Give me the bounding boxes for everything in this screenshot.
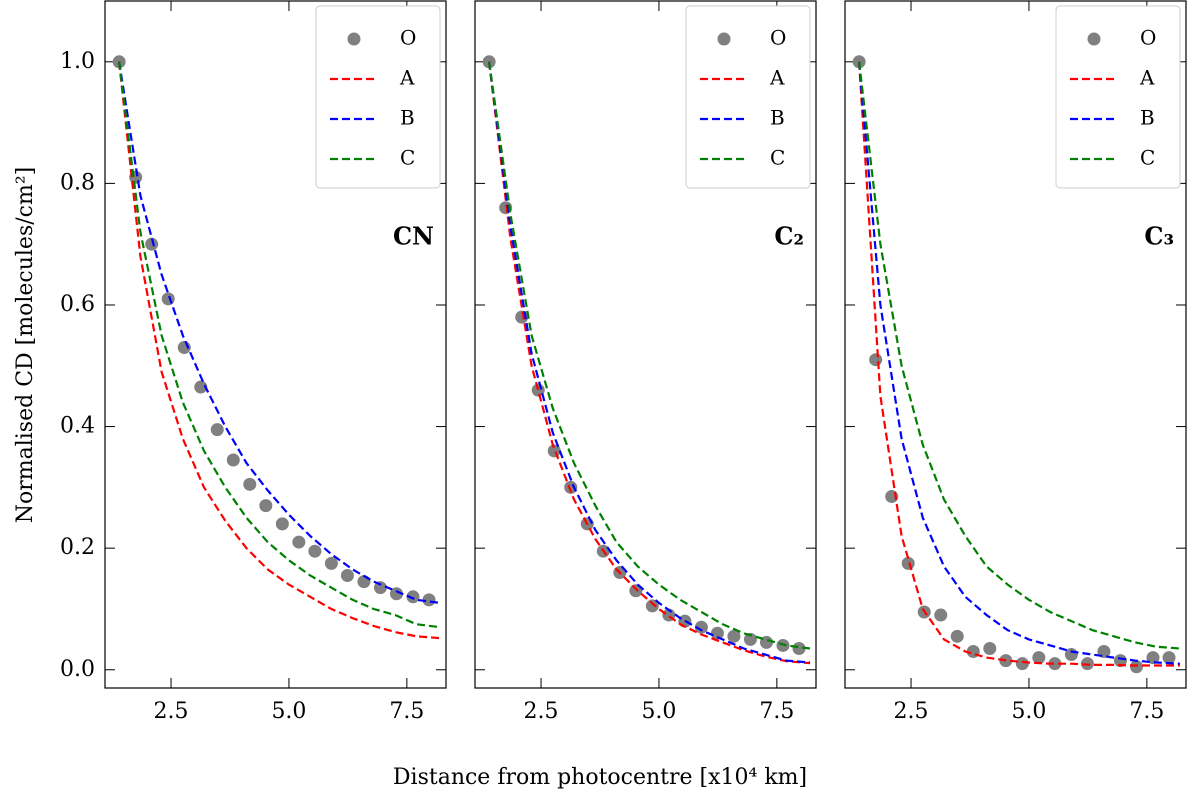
x-tick-label: 2.5 bbox=[894, 699, 929, 724]
data-point bbox=[340, 569, 354, 583]
data-point bbox=[983, 641, 997, 655]
x-tick-label: 7.5 bbox=[759, 699, 794, 724]
data-point bbox=[194, 380, 208, 394]
y-tick-label: 0.6 bbox=[60, 292, 95, 317]
y-tick-label: 0.0 bbox=[60, 657, 95, 682]
model-curve bbox=[488, 61, 811, 650]
x-tick-label: 2.5 bbox=[154, 699, 189, 724]
data-point bbox=[422, 593, 436, 607]
plot-frame bbox=[474, 0, 817, 689]
data-point bbox=[275, 517, 289, 531]
y-tick-label: 0.8 bbox=[60, 170, 95, 195]
data-point bbox=[694, 620, 708, 634]
x-tick-label: 2.5 bbox=[524, 699, 559, 724]
data-point bbox=[1032, 651, 1046, 665]
legend-label: C bbox=[400, 146, 415, 170]
plot-frame bbox=[844, 0, 1187, 689]
legend-label: O bbox=[400, 26, 416, 50]
data-point bbox=[259, 499, 273, 513]
model-curve bbox=[858, 61, 1180, 665]
legend-box bbox=[1055, 5, 1181, 189]
data-point bbox=[743, 632, 757, 646]
model-curve bbox=[488, 61, 810, 664]
data-point bbox=[934, 608, 948, 622]
data-point bbox=[727, 629, 741, 643]
data-point bbox=[645, 599, 659, 613]
data-point bbox=[226, 453, 240, 467]
data-point bbox=[792, 641, 806, 655]
data-point bbox=[1162, 651, 1176, 665]
legend-box bbox=[685, 5, 811, 189]
data-point bbox=[292, 535, 306, 549]
data-point bbox=[1113, 654, 1127, 668]
model-curve bbox=[118, 61, 441, 604]
data-point bbox=[308, 544, 322, 558]
legend-label: C bbox=[770, 146, 785, 170]
data-point bbox=[210, 423, 224, 437]
data-point bbox=[629, 584, 643, 598]
legend-label: A bbox=[769, 66, 785, 90]
legend-marker bbox=[1087, 32, 1101, 46]
model-curve bbox=[118, 61, 440, 640]
data-point bbox=[1064, 648, 1078, 662]
legend-label: B bbox=[400, 106, 415, 130]
x-tick-label: 5.0 bbox=[1011, 699, 1046, 724]
data-point bbox=[161, 292, 175, 306]
x-tick-label: 5.0 bbox=[641, 699, 676, 724]
data-point bbox=[869, 353, 883, 367]
panel-label: CN bbox=[393, 222, 434, 251]
panel-label: C₂ bbox=[774, 222, 804, 251]
model-curve bbox=[858, 61, 1180, 650]
model-curve bbox=[118, 61, 441, 629]
y-axis-label: Normalised CD [molecules/cm²] bbox=[13, 167, 38, 524]
plot-frame bbox=[104, 0, 447, 689]
data-point bbox=[901, 556, 915, 570]
legend-label: O bbox=[1140, 26, 1156, 50]
data-point bbox=[389, 587, 403, 601]
y-tick-label: 1.0 bbox=[60, 49, 95, 74]
data-point bbox=[1129, 660, 1143, 674]
data-point bbox=[406, 590, 420, 604]
x-tick-label: 7.5 bbox=[1129, 699, 1164, 724]
data-point bbox=[145, 237, 159, 251]
legend-label: A bbox=[1139, 66, 1155, 90]
panel-label: C₃ bbox=[1144, 222, 1174, 251]
legend-label: C bbox=[1140, 146, 1155, 170]
y-tick-label: 0.4 bbox=[60, 414, 95, 439]
legend-label: B bbox=[1140, 106, 1155, 130]
data-point bbox=[243, 477, 257, 491]
data-point bbox=[1048, 657, 1062, 671]
data-point bbox=[373, 581, 387, 595]
legend-label: O bbox=[770, 26, 786, 50]
legend-label: B bbox=[770, 106, 785, 130]
x-tick-label: 5.0 bbox=[271, 699, 306, 724]
legend-marker bbox=[347, 32, 361, 46]
data-point bbox=[1015, 657, 1029, 671]
legend-box bbox=[315, 5, 441, 189]
data-point bbox=[950, 629, 964, 643]
x-tick-label: 7.5 bbox=[389, 699, 424, 724]
x-axis-label: Distance from photocentre [x10⁴ km] bbox=[393, 765, 807, 790]
legend-marker bbox=[717, 32, 731, 46]
legend-label: A bbox=[399, 66, 415, 90]
y-tick-label: 0.2 bbox=[60, 535, 95, 560]
data-point bbox=[710, 626, 724, 640]
data-point bbox=[564, 480, 578, 494]
data-point bbox=[324, 556, 338, 570]
model-curve bbox=[858, 61, 1180, 667]
